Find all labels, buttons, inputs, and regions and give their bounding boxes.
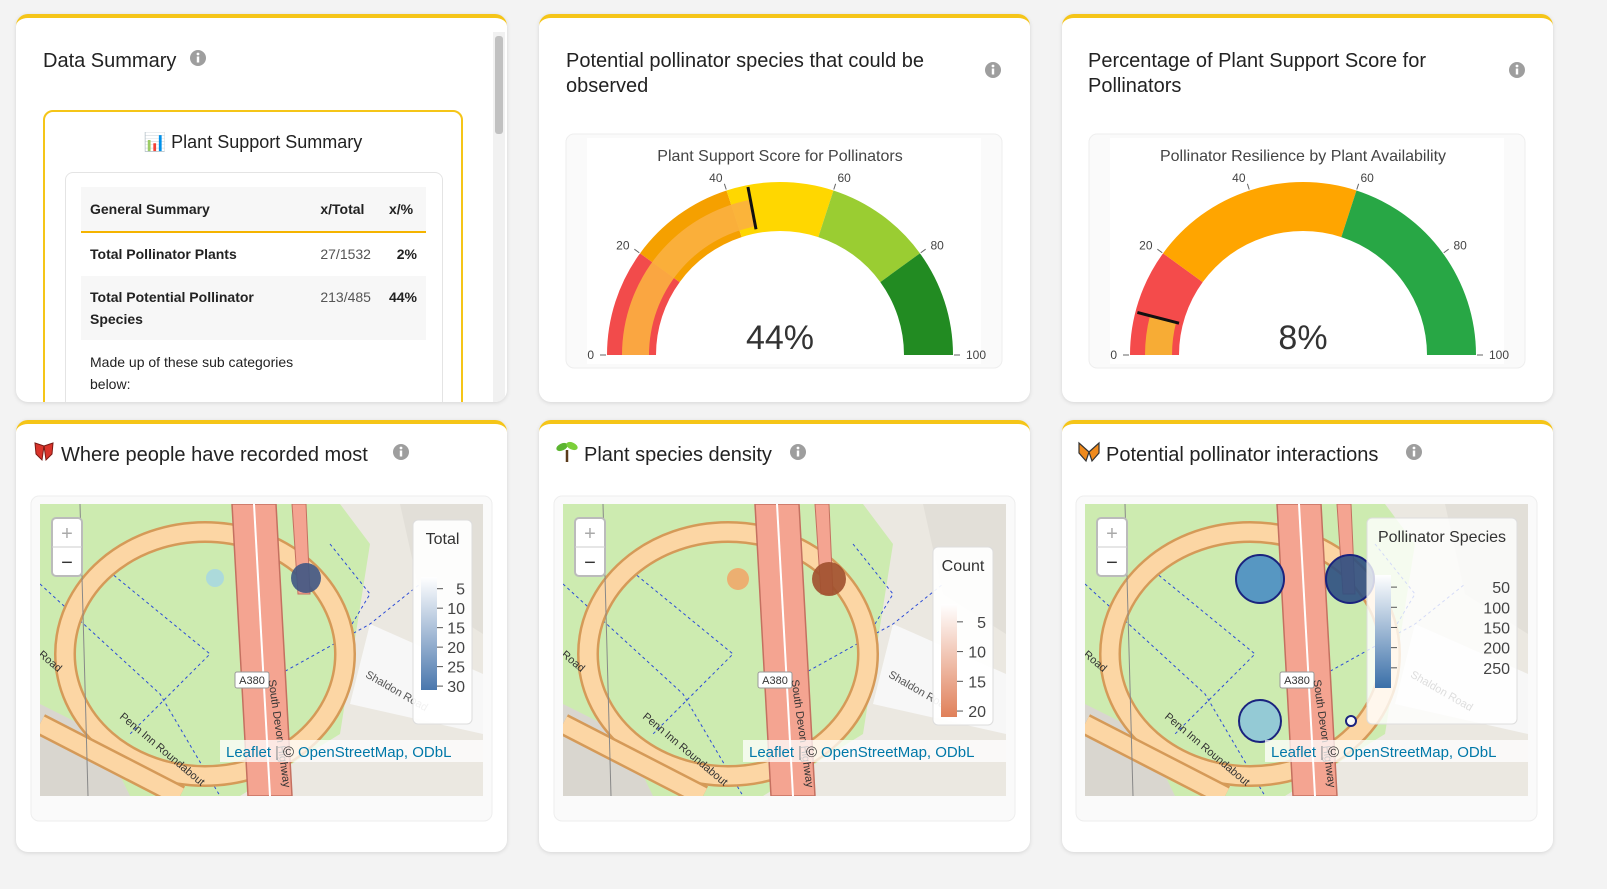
summary-card: Data Summary 📊 Plant Support Summary Gen… [16,14,507,402]
table-cell: 44% [379,275,426,341]
map-card: Potential pollinator interactions [1062,420,1553,852]
card-title: Where people have recorded most [61,444,368,466]
table-cell: Total Potential Pollinator Species [81,275,312,341]
table-cell: Total Pollinator Plants [81,232,312,276]
gauge-card: Percentage of Plant Support Score for Po… [1062,14,1553,402]
table-cell: Made up of these sub categories below: [81,340,312,402]
table-cell: 27/1532 [311,232,380,276]
card-title: Potential pollinator species that could … [566,50,925,97]
table-cell: 2% [379,232,426,276]
table-header: x/% [379,187,426,233]
summary-box: 📊 Plant Support Summary General Summary x… [43,110,463,402]
card-title: Percentage of Plant Support Score for Po… [1088,50,1426,97]
map-card: Plant species density [539,420,1030,852]
map-card: Where people have recorded most [16,420,507,852]
summary-table: General Summary x/Total x/% Total Pollinato… [81,187,426,402]
table-cell [311,340,380,402]
scrollbar-thumb[interactable] [495,36,503,134]
card-title: Plant species density [584,444,772,466]
card-title: Potential pollinator interactions [1106,444,1379,466]
card-title: Data Summary [43,50,177,72]
summary-subtitle: 📊 Plant Support Summary [143,132,363,152]
table-cell: 213/485 [311,275,380,341]
table-cell [379,340,426,402]
table-row: Made up of these sub categories below: [81,340,426,402]
table-row: Total Potential Pollinator Species 213/48… [81,275,426,341]
table-row: Total Pollinator Plants 27/1532 2% [81,232,426,276]
summary-table-wrap: General Summary x/Total x/% Total Pollinato… [65,172,443,402]
scrollbar[interactable] [493,32,505,402]
table-header: General Summary [81,187,312,233]
gauge-card: Potential pollinator species that could … [539,14,1030,402]
table-header: x/Total [311,187,380,233]
